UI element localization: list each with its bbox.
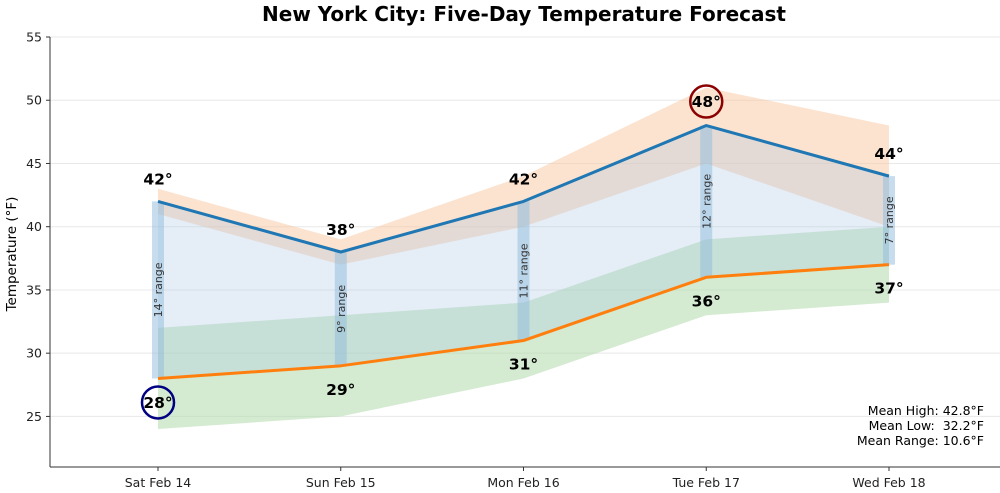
range-label: 12° range bbox=[700, 174, 713, 229]
range-labels: 14° range 9° range 11° range 12° range 7° ra… bbox=[152, 174, 896, 333]
y-tick-label: 50 bbox=[26, 93, 42, 108]
range-label: 14° range bbox=[152, 262, 165, 317]
x-axis-ticks: Sat Feb 14 Sun Feb 15 Mon Feb 16 Tue Feb 17… bbox=[125, 467, 926, 490]
chart-title: New York City: Five-Day Temperature Fore… bbox=[262, 2, 786, 26]
x-tick-label: Tue Feb 17 bbox=[672, 475, 740, 490]
y-axis-ticks: 25 30 35 40 45 50 55 bbox=[26, 30, 50, 424]
y-tick-label: 55 bbox=[26, 30, 42, 45]
summary-annotation: Mean High: 42.8°F Mean Low: 32.2°F Mean … bbox=[857, 403, 984, 448]
x-tick-label: Sun Feb 15 bbox=[306, 475, 376, 490]
high-value-label: 44° bbox=[874, 145, 903, 163]
low-value-label: 37° bbox=[874, 280, 903, 298]
y-axis-label: Temperature (°F) bbox=[4, 197, 20, 313]
high-value-label: 48° bbox=[692, 93, 721, 111]
low-value-label: 31° bbox=[509, 356, 538, 374]
range-bar bbox=[700, 125, 713, 278]
range-bars bbox=[152, 125, 895, 379]
range-bar bbox=[152, 201, 164, 379]
max-high-highlight-circle bbox=[689, 84, 724, 119]
y-tick-label: 30 bbox=[26, 346, 42, 361]
high-value-label: 38° bbox=[326, 221, 355, 239]
value-labels: 42° 38° 42° 48° 44° 28° 29° 31° 36° 37° bbox=[140, 84, 904, 420]
low-value-label: 36° bbox=[692, 292, 721, 310]
y-tick-label: 40 bbox=[26, 219, 42, 234]
range-bar bbox=[883, 176, 895, 265]
mean-range-text: Mean Range: 10.6°F bbox=[857, 433, 984, 448]
high-temperature-line bbox=[157, 124, 890, 254]
y-tick-label: 45 bbox=[26, 156, 42, 171]
range-label: 7° range bbox=[883, 196, 896, 244]
mean-high-text: Mean High: 42.8°F bbox=[868, 403, 984, 418]
high-value-label: 42° bbox=[143, 170, 172, 188]
low-value-label: 29° bbox=[326, 381, 355, 399]
series-lines bbox=[157, 124, 890, 380]
range-bar bbox=[517, 201, 530, 341]
range-label: 11° range bbox=[518, 243, 531, 298]
range-label: 9° range bbox=[335, 285, 348, 333]
low-value-label: 28° bbox=[143, 394, 172, 412]
x-tick-label: Sat Feb 14 bbox=[125, 475, 192, 490]
range-bar bbox=[334, 252, 347, 366]
min-low-highlight-circle bbox=[140, 385, 176, 420]
y-tick-label: 25 bbox=[26, 409, 42, 424]
low-temperature-line bbox=[157, 263, 890, 380]
x-tick-label: Wed Feb 18 bbox=[852, 475, 925, 490]
axes bbox=[49, 37, 1000, 468]
x-tick-label: Mon Feb 16 bbox=[487, 475, 559, 490]
high-value-label: 42° bbox=[509, 170, 538, 188]
y-tick-label: 35 bbox=[26, 282, 42, 297]
mean-low-text: Mean Low: 32.2°F bbox=[869, 418, 984, 433]
